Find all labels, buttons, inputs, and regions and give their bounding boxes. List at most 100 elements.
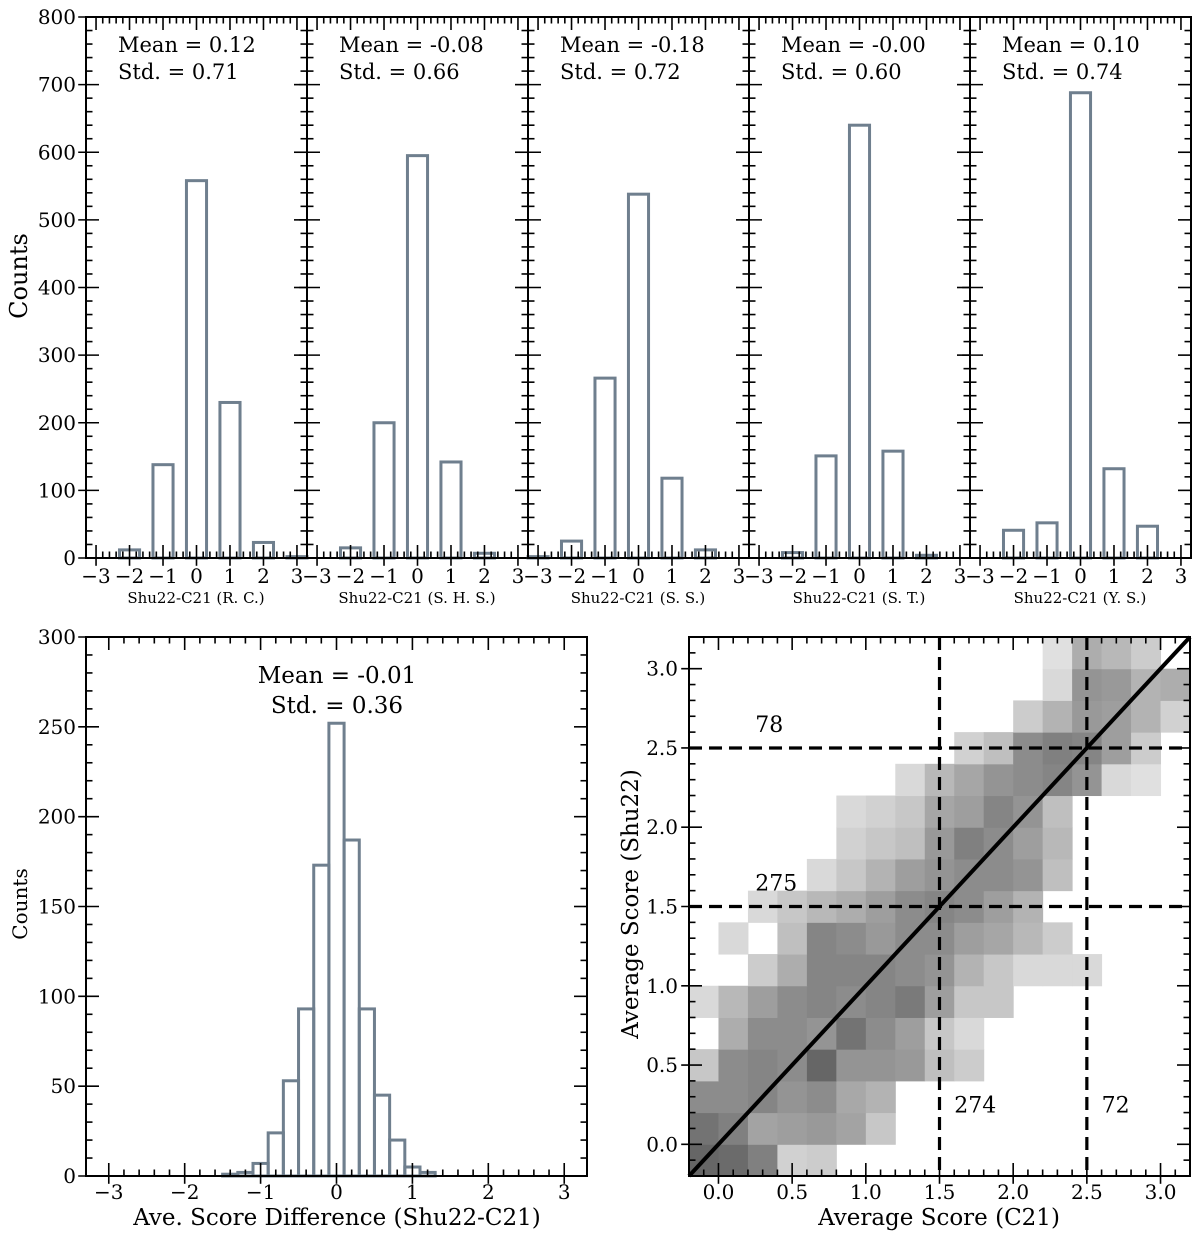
x-tick-label: −3: [302, 564, 331, 588]
heatmap-cell: [836, 1049, 867, 1082]
heatmap-cell: [806, 858, 837, 892]
heatmap-cell: [865, 922, 896, 955]
x-tick-label: 1: [666, 564, 679, 588]
x-tick-label: −1: [369, 564, 398, 588]
x-tick-label: 0: [1074, 564, 1087, 588]
heatmap-cell: [718, 1017, 749, 1050]
stat-mean: Mean = -0.01: [258, 663, 417, 689]
x-tick-label: 0: [853, 564, 866, 588]
y-tick-label: 700: [38, 73, 76, 97]
heatmap-cell: [1042, 795, 1073, 828]
heatmap-cell: [865, 1017, 896, 1050]
stat-std: Std. = 0.36: [271, 693, 403, 719]
heatmap-cell: [777, 985, 808, 1018]
histogram-bar: [327, 721, 346, 1178]
stat-mean: Mean = -0.00: [781, 33, 926, 57]
identity-line: [687, 635, 1192, 1178]
y-tick-label: 500: [38, 208, 76, 232]
heatmap-cell: [1013, 954, 1044, 987]
x-tick-label: −1: [148, 564, 177, 588]
heatmap-cell: [983, 795, 1014, 828]
heatmap-cell: [718, 1080, 749, 1114]
histogram-bar: [297, 1007, 316, 1178]
y-tick-label: 0: [63, 546, 76, 570]
heatmap-cell: [1042, 922, 1073, 955]
x-tick-label: −2: [999, 564, 1028, 588]
x-tick-label: −1: [590, 564, 619, 588]
x-tick-label: 3: [512, 564, 525, 588]
x-tick-label: 2: [478, 564, 491, 588]
x-tick-label: 0: [190, 564, 203, 588]
heatmap-cell: [954, 922, 985, 955]
x-tick-label: 1.5: [924, 1180, 956, 1204]
region-count-label: 275: [755, 872, 797, 897]
x-tick-label: 1: [445, 564, 458, 588]
y-tick-label: 100: [38, 478, 76, 502]
heatmap-cell: [806, 954, 837, 987]
histogram-bar: [593, 376, 617, 560]
x-tick-label: 3: [558, 1180, 571, 1204]
x-tick-label: 0: [632, 564, 645, 588]
histogram-st: Mean = -0.00 Std. = 0.60 Shu22-C21 (S. T…: [741, 16, 971, 607]
heatmap-cell: [954, 1049, 985, 1082]
x-axis-label: Shu22-C21 (R. C.): [127, 589, 264, 607]
x-tick-label: 2.0: [997, 1180, 1029, 1204]
x-tick-label: 1: [406, 1180, 419, 1204]
y-axis-label: Counts: [5, 233, 33, 319]
stat-std: Std. = 0.60: [781, 60, 902, 84]
heatmap-cell: [895, 827, 926, 860]
x-tick-label: 1.0: [850, 1180, 882, 1204]
heatmap-cell: [1013, 827, 1044, 860]
heatmap-cell: [1042, 668, 1073, 701]
axes-frame: [527, 16, 750, 559]
x-tick-label: 0: [330, 1180, 343, 1204]
heatmap-cell: [865, 1049, 896, 1082]
heatmap-cell: [1042, 954, 1073, 987]
heatmap-cell: [895, 985, 926, 1018]
x-tick-label: −1: [811, 564, 840, 588]
x-tick-label: 1: [887, 564, 900, 588]
x-tick-label: −3: [81, 564, 110, 588]
x-axis-label: Average Score (C21): [817, 1205, 1060, 1231]
x-tick-label: −2: [115, 564, 144, 588]
heatmap-cell: [1101, 763, 1132, 797]
heatmap-cell: [836, 1112, 867, 1145]
heatmap-cell: [747, 1112, 778, 1145]
heatmap-cell: [983, 858, 1014, 892]
heatmap-cell: [1131, 700, 1162, 733]
heatmap-cell: [747, 985, 778, 1018]
region-count-label: 274: [954, 1094, 996, 1119]
heatmap-cell: [983, 985, 1014, 1018]
heatmap-cell: [747, 1017, 778, 1050]
heatmap-cell: [836, 1080, 867, 1114]
y-tick-label: 0.0: [646, 1132, 678, 1156]
heatmap-cell: [954, 763, 985, 797]
x-tick-label: 3: [291, 564, 304, 588]
y-tick-label: 300: [38, 343, 76, 367]
x-axis-label: Shu22-C21 (Y. S.): [1014, 589, 1147, 607]
x-tick-label: 1: [1108, 564, 1121, 588]
heatmap-cell: [806, 985, 837, 1018]
histogram-bar: [405, 154, 430, 560]
score-heatmap: Average Score (C21) Average Score (Shu22…: [618, 635, 1192, 1231]
heatmap-cell: [983, 763, 1014, 797]
x-axis-label: Shu22-C21 (S. S.): [571, 589, 706, 607]
x-tick-label: −1: [1032, 564, 1061, 588]
x-tick-label: 2: [1141, 564, 1154, 588]
x-tick-label: 0: [411, 564, 424, 588]
y-tick-label: 200: [38, 805, 76, 829]
x-tick-label: 1: [224, 564, 237, 588]
x-tick-label: −3: [965, 564, 994, 588]
heatmap-cell: [806, 922, 837, 955]
axes-frame: [306, 16, 529, 559]
histogram-bar: [357, 1007, 376, 1178]
y-tick-label: 800: [38, 5, 76, 29]
heatmap-cell: [1013, 858, 1044, 892]
heatmap-cell: [895, 954, 926, 987]
stat-mean: Mean = 0.12: [118, 33, 256, 57]
x-tick-label: −3: [744, 564, 773, 588]
heatmap-cell: [747, 954, 778, 987]
stat-std: Std. = 0.74: [1002, 60, 1123, 84]
heatmap-cell: [777, 954, 808, 987]
